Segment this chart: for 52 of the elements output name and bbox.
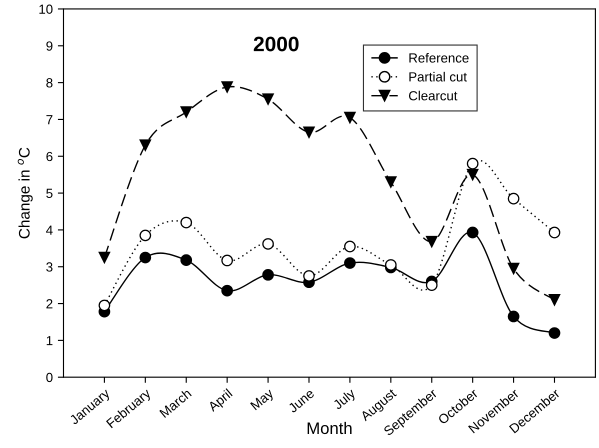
point (384, 259, 397, 271)
y-tick-label: 1 (46, 336, 52, 346)
x-tick-label: July (332, 388, 358, 412)
point (139, 139, 152, 152)
y-tick-label: 4 (46, 226, 53, 235)
point (344, 112, 356, 124)
point (548, 226, 560, 238)
point (139, 252, 152, 264)
point (426, 236, 438, 248)
point (262, 269, 274, 281)
point (180, 216, 192, 228)
point (180, 106, 192, 118)
point (508, 262, 520, 274)
y-tick-label: 2 (46, 299, 52, 308)
point (344, 240, 356, 252)
x-tick-label: June (288, 388, 315, 414)
point (221, 254, 233, 266)
y-tick-label: 7 (46, 115, 52, 124)
point (262, 238, 274, 250)
point (221, 81, 233, 93)
point (548, 294, 560, 306)
point (466, 158, 478, 170)
x-tick-label: May (250, 388, 276, 412)
y-tick-label: 10 (39, 4, 53, 14)
point (548, 327, 560, 339)
point (508, 310, 520, 322)
legend-label: Clearcut (408, 90, 458, 100)
point (303, 270, 315, 282)
y-tick-label: 0 (46, 372, 53, 382)
x-axis-title: Month (308, 422, 352, 434)
y-axis-title: Change in $^{o}$C (18, 148, 33, 238)
y-tick-label: 3 (46, 262, 52, 272)
y-tick-label: 8 (46, 78, 53, 88)
point (98, 252, 110, 264)
y-tick-label: 5 (46, 188, 53, 198)
legend-label: Reference (409, 52, 469, 63)
legend-label: Partial cut (409, 72, 467, 82)
point (344, 257, 356, 269)
point (180, 254, 192, 266)
point (384, 176, 397, 188)
point (221, 284, 233, 297)
point (139, 230, 152, 242)
point (466, 168, 478, 181)
point (466, 226, 478, 238)
point (303, 126, 315, 138)
point (426, 279, 438, 291)
point (508, 192, 520, 204)
text: 2000 (254, 36, 299, 52)
y-tick-label: 9 (46, 41, 52, 51)
point (262, 93, 274, 106)
point (98, 300, 110, 312)
y-tick-label: 6 (46, 152, 52, 162)
